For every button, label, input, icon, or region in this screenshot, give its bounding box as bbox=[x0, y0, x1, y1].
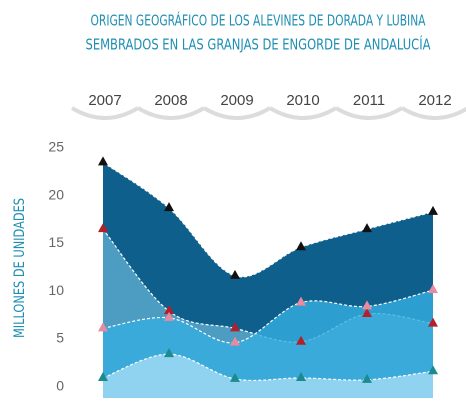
marker bbox=[296, 241, 306, 251]
y-tick-label: 15 bbox=[48, 234, 64, 250]
marker bbox=[164, 311, 174, 321]
x-tick-label: 2010 bbox=[286, 92, 319, 109]
chart-title: SEMBRADOS EN LAS GRANJAS DE ENGORDE DE A… bbox=[86, 35, 432, 54]
area-line bbox=[102, 161, 434, 278]
x-tick-label: 2007 bbox=[88, 92, 121, 109]
area bbox=[103, 354, 433, 398]
y-tick-label: 25 bbox=[48, 139, 64, 155]
marker bbox=[428, 205, 438, 215]
marker bbox=[296, 371, 306, 381]
marker bbox=[164, 202, 174, 212]
x-tick-label: 2009 bbox=[220, 92, 253, 109]
y-tick-label: 5 bbox=[56, 330, 64, 346]
marker bbox=[296, 335, 306, 345]
marker bbox=[164, 348, 174, 358]
y-tick-label: 20 bbox=[48, 186, 64, 202]
marker bbox=[98, 322, 108, 332]
marker bbox=[428, 365, 438, 375]
marker bbox=[362, 300, 372, 310]
marker bbox=[230, 372, 240, 382]
marker bbox=[362, 223, 372, 233]
x-tick-label: 2008 bbox=[154, 92, 187, 109]
x-tick-label: 2012 bbox=[418, 92, 451, 109]
y-tick-label: 0 bbox=[56, 377, 64, 393]
area-line bbox=[102, 353, 434, 382]
y-axis-label: MILLONES DE UNIDADES bbox=[12, 198, 28, 338]
marker bbox=[362, 308, 372, 318]
y-tick-label: 10 bbox=[48, 282, 64, 298]
marker bbox=[98, 371, 108, 381]
marker bbox=[230, 322, 240, 332]
chart-title: ORIGEN GEOGRÁFICO DE LOS ALEVINES DE DOR… bbox=[91, 11, 427, 30]
year-tab bbox=[400, 106, 466, 120]
marker bbox=[230, 336, 240, 346]
marker bbox=[296, 296, 306, 306]
year-tab bbox=[268, 106, 338, 120]
marker bbox=[98, 223, 108, 233]
year-tab bbox=[334, 106, 404, 120]
marker bbox=[164, 305, 174, 315]
year-tab bbox=[202, 106, 272, 120]
year-tab bbox=[70, 106, 140, 120]
marker bbox=[362, 373, 372, 383]
area-line bbox=[102, 289, 434, 344]
marker bbox=[230, 269, 240, 279]
marker bbox=[428, 284, 438, 294]
year-tab bbox=[136, 106, 206, 120]
marker bbox=[428, 317, 438, 327]
x-tick-label: 2011 bbox=[353, 92, 385, 109]
marker bbox=[98, 156, 108, 166]
